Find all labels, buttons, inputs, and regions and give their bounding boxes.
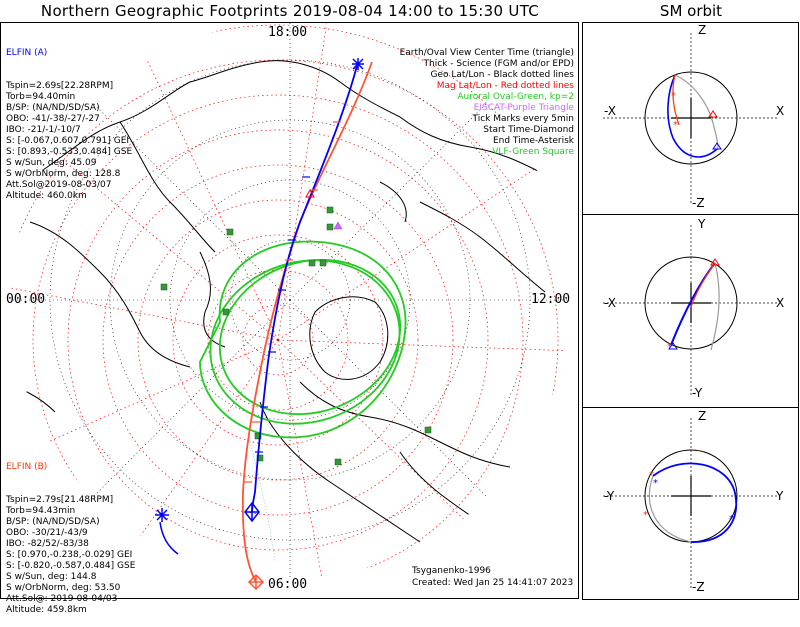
auroral-oval	[199, 240, 407, 439]
footprint-map	[0, 22, 579, 599]
sm-panel-yz: * * * *	[582, 407, 799, 600]
elfin-a-start-diamond	[244, 501, 260, 523]
sm-xz-top-label: Z	[698, 23, 707, 37]
elfin-a-track	[251, 61, 359, 513]
elfin-b-info-line: IBO: -82/52/-83/38	[6, 539, 89, 549]
elfin-a-info-line: Altitude: 460.0km	[6, 191, 87, 201]
svg-text:*: *	[653, 478, 658, 489]
legend: Earth/Oval View Center Time (triangle) Th…	[380, 26, 574, 169]
elfin-a-info-line: Att.Sol@2019-08-03/07	[6, 180, 112, 190]
elfin-a-secondary-asterisk	[155, 508, 169, 522]
vlf-square	[160, 283, 168, 291]
clock-label-bottom: 06:00	[268, 577, 308, 592]
elfin-b-start-diamond	[247, 573, 265, 591]
sm-xz-right-label: X	[776, 104, 785, 118]
sm-yz-left-label: -Y	[604, 489, 615, 503]
elfin-a-info-line: OBO: -41/-38/-27/-27	[6, 114, 100, 124]
elfin-a-info-line: Torb=94.40min	[6, 92, 76, 102]
vlf-square	[334, 458, 342, 466]
elfin-b-ticks	[244, 121, 341, 483]
sm-yz-right-label: Y	[776, 489, 784, 503]
elfin-a-secondary-arc	[159, 521, 179, 555]
sm-panel-xz: * *	[582, 22, 799, 215]
plot-title: Northern Geographic Footprints 2019-08-0…	[40, 2, 540, 20]
elfin-b-info-line: B/SP: (NA/ND/SD/SA)	[6, 517, 100, 527]
legend-item: VLF-Green Square	[492, 147, 574, 157]
sm-plot-xy: *	[603, 225, 779, 395]
sm-yz-top-label: Z	[698, 409, 707, 423]
legend-item: End Time-Asterisk	[492, 136, 574, 146]
sm-xz-left-label: -X	[604, 104, 616, 118]
vlf-square	[222, 308, 230, 316]
legend-item: Mag Lat/Lon - Red dotted lines	[436, 81, 574, 91]
vlf-square	[326, 223, 334, 231]
elfin-a-info-line: S: [0.893,-0.533,0.484] GSE	[6, 147, 133, 157]
elfin-b-info-line: S w/Sun, deg: 144.8	[6, 572, 97, 582]
sm-xz-bottom-label: -Z	[692, 196, 705, 210]
sm-xy-bottom-label: -Y	[692, 386, 703, 400]
svg-text:*: *	[671, 91, 676, 102]
sm-plot-yz: * * * *	[603, 418, 779, 588]
legend-item: Start Time-Diamond	[483, 125, 574, 135]
sm-xy-top-label: Y	[698, 217, 706, 231]
svg-text:*: *	[673, 120, 678, 131]
elfin-b-info-line: OBO: -30/21/-43/9	[6, 528, 88, 538]
elfin-a-info-line: S w/OrbNorm, deg: 128.8	[6, 169, 121, 179]
view-center-triangle	[305, 188, 315, 198]
elfin-b-info-line: Att.Sol@: 2019-08-04/03	[6, 594, 118, 604]
vlf-square	[326, 206, 334, 214]
elfin-a-info-line: IBO: -21/-1/-10/7	[6, 125, 81, 135]
elfin-b-title: ELFIN (B)	[6, 462, 48, 472]
vlf-square	[319, 259, 327, 267]
sm-plot-xz: * *	[603, 33, 779, 203]
elfin-b-info-line: S: [-0.820,-0.587,0.484] GSE	[6, 561, 136, 571]
sm-yz-bottom-label: -Z	[692, 580, 705, 594]
elfin-a-title: ELFIN (A)	[6, 48, 48, 58]
sm-orbit-title: SM orbit	[659, 2, 723, 20]
legend-item: Tick Marks every 5min	[472, 114, 574, 124]
map-frame	[0, 22, 579, 599]
legend-item: Thick - Science (FGM and/or EPD)	[423, 59, 574, 69]
vlf-square	[254, 432, 262, 440]
elfin-b-info-line: Tspin=2.79s[21.48RPM]	[6, 495, 114, 505]
sm-panel-xy: *	[582, 214, 799, 408]
legend-item: Geo Lat/Lon - Black dotted lines	[430, 70, 574, 80]
elfin-b-info: ELFIN (B) Tspin=2.79s[21.48RPM] Torb=94.4…	[6, 440, 135, 627]
legend-item: EISCAT-Purple Triangle	[473, 103, 574, 113]
vlf-stations	[160, 206, 432, 466]
clock-label-top: 18:00	[268, 25, 308, 40]
elfin-a-info-line: Tspin=2.69s[22.28RPM]	[6, 81, 114, 91]
elfin-a-end-asterisk	[352, 58, 364, 70]
elfin-a-info: ELFIN (A) Tspin=2.69s[22.28RPM] Torb=94.4…	[6, 26, 132, 213]
vlf-square	[424, 426, 432, 434]
svg-text:*: *	[729, 514, 734, 525]
elfin-b-info-line: Altitude: 459.8km	[6, 605, 87, 615]
elfin-a-info-line: S w/Sun, deg: 45.09	[6, 158, 97, 168]
vlf-square	[308, 259, 316, 267]
model-label: Tsyganenko-1996	[412, 566, 491, 576]
sm-xy-left-label: -X	[604, 296, 616, 310]
clock-label-right: 12:00	[531, 292, 571, 307]
svg-text:*: *	[643, 510, 648, 521]
elfin-b-info-line: S: [0.970,-0.238,-0.029] GEI	[6, 550, 133, 560]
legend-item: Auroral Oval-Green, kp=2	[457, 92, 574, 102]
elfin-b-info-line: S w/OrbNorm, deg: 53.50	[6, 583, 121, 593]
svg-text:*: *	[649, 470, 654, 481]
sm-xy-right-label: X	[776, 296, 785, 310]
elfin-b-info-line: Torb=94.43min	[6, 506, 76, 516]
legend-item: Earth/Oval View Center Time (triangle)	[399, 48, 574, 58]
elfin-a-info-line: S: [-0.067,0.607,0.791] GEI	[6, 136, 130, 146]
elfin-b-track	[241, 61, 373, 583]
eiscat-triangle	[333, 221, 343, 230]
vlf-square	[226, 228, 234, 236]
elfin-a-ticks	[255, 176, 310, 453]
clock-label-left: 00:00	[6, 292, 46, 307]
elfin-a-info-line: B/SP: (NA/ND/SD/SA)	[6, 103, 100, 113]
created-label: Created: Wed Jan 25 14:41:07 2023	[412, 578, 574, 588]
